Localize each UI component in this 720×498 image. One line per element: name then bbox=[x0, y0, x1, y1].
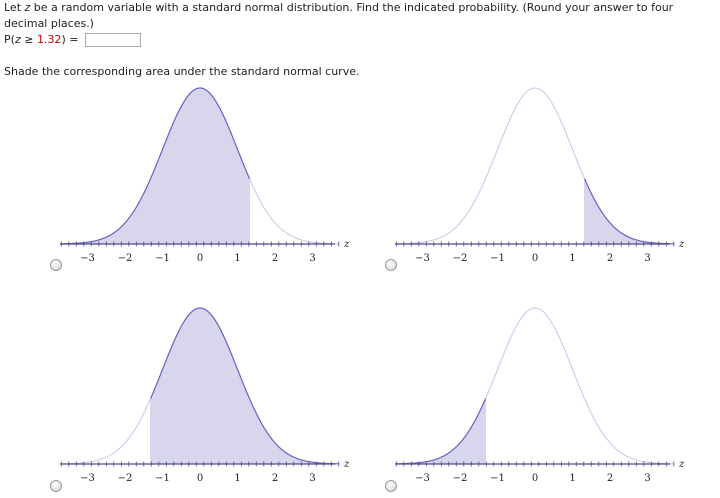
shade-instruction: Shade the corresponding area under the s… bbox=[4, 65, 360, 78]
option-a-curve: −3 −2 −1 0 1 2 3 z bbox=[60, 87, 350, 264]
curve-shaded-edge bbox=[149, 307, 339, 465]
tick-label: 3 bbox=[309, 253, 315, 264]
shaded-area bbox=[61, 88, 250, 244]
tick-label: 1 bbox=[234, 253, 240, 264]
option-b-curve: −3 −2 −1 0 1 2 3 z bbox=[395, 87, 685, 264]
probability-expression: P(z ≥ 1.32) = bbox=[4, 32, 141, 48]
tick-label: 3 bbox=[644, 253, 650, 264]
shaded-area bbox=[396, 398, 486, 464]
tick-label: 2 bbox=[272, 473, 278, 484]
tick-label: 0 bbox=[532, 253, 538, 264]
tick-label: −3 bbox=[415, 253, 430, 264]
tick-label: −1 bbox=[155, 253, 170, 264]
axis-z-label: z bbox=[343, 239, 350, 250]
option-b-radio[interactable] bbox=[385, 259, 397, 271]
tick-label: 2 bbox=[607, 253, 613, 264]
curve-outline bbox=[396, 307, 674, 465]
axis-z-label: z bbox=[343, 459, 350, 470]
tick-label: 1 bbox=[569, 473, 575, 484]
tick-label: 1 bbox=[569, 253, 575, 264]
option-c-curve: −3 −2 −1 0 1 2 3 z bbox=[60, 307, 350, 484]
shaded-area bbox=[150, 308, 339, 464]
tick-label: 0 bbox=[532, 473, 538, 484]
tick-label: −2 bbox=[118, 473, 133, 484]
tick-label: −3 bbox=[80, 473, 95, 484]
tick-label: 2 bbox=[607, 473, 613, 484]
axis-z-label: z bbox=[678, 459, 685, 470]
tick-label: −2 bbox=[118, 253, 133, 264]
tick-label: −1 bbox=[490, 253, 505, 264]
tick-label: 0 bbox=[197, 253, 203, 264]
axis-z-label: z bbox=[678, 239, 685, 250]
option-d-curve: −3 −2 −1 0 1 2 3 z bbox=[395, 307, 685, 484]
tick-label: 3 bbox=[309, 473, 315, 484]
option-c-radio[interactable] bbox=[50, 480, 62, 492]
option-a-radio[interactable] bbox=[50, 259, 62, 271]
tick-label: −2 bbox=[453, 253, 468, 264]
tick-label: −3 bbox=[80, 253, 95, 264]
answer-input[interactable] bbox=[84, 33, 141, 47]
curve-shaded-edge bbox=[61, 87, 251, 245]
shaded-area bbox=[584, 178, 674, 244]
tick-label: −1 bbox=[155, 473, 170, 484]
tick-label: 0 bbox=[197, 473, 203, 484]
tick-label: −2 bbox=[453, 473, 468, 484]
tick-label: 2 bbox=[272, 253, 278, 264]
option-d-radio[interactable] bbox=[385, 480, 397, 492]
curve-outline bbox=[396, 87, 674, 245]
tick-label: 3 bbox=[644, 473, 650, 484]
tick-label: −1 bbox=[490, 473, 505, 484]
tick-label: 1 bbox=[234, 473, 240, 484]
question-text: Let z be a random variable with a standa… bbox=[4, 1, 674, 30]
tick-label: −3 bbox=[415, 473, 430, 484]
